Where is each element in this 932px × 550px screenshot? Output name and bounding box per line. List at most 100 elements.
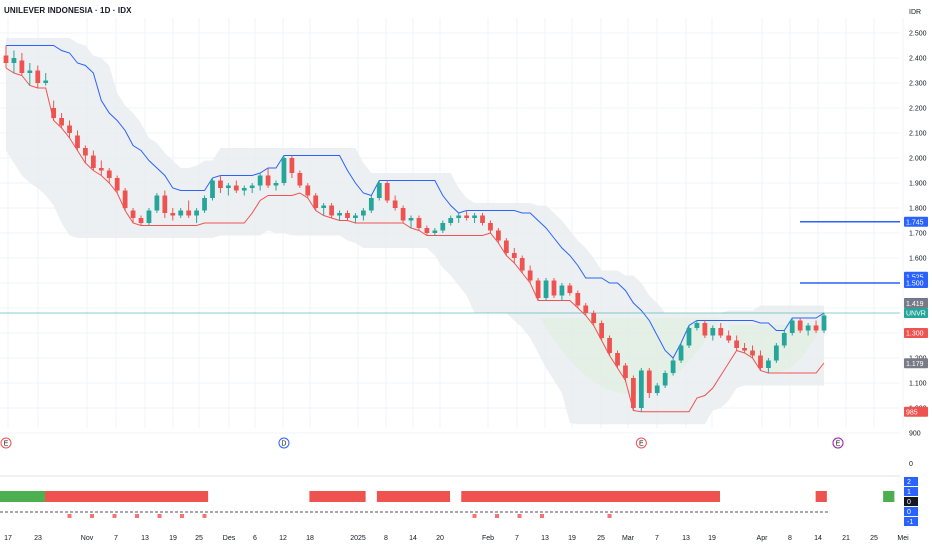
- candle-body[interactable]: [519, 258, 525, 271]
- candle-body[interactable]: [194, 210, 199, 216]
- candle-body[interactable]: [726, 335, 732, 341]
- candle-body[interactable]: [464, 215, 470, 219]
- candle-body[interactable]: [448, 218, 454, 223]
- candle-body[interactable]: [241, 188, 247, 191]
- candle-body[interactable]: [170, 213, 176, 216]
- candle-body[interactable]: [575, 293, 581, 306]
- candle-body[interactable]: [337, 213, 342, 216]
- candle-body[interactable]: [583, 305, 589, 314]
- candle-body[interactable]: [162, 195, 168, 214]
- candle-body[interactable]: [114, 178, 120, 191]
- candle-body[interactable]: [98, 168, 104, 171]
- candle-body[interactable]: [186, 210, 192, 216]
- candle-body[interactable]: [218, 180, 223, 189]
- candle-body[interactable]: [265, 175, 271, 186]
- candle-body[interactable]: [654, 385, 660, 394]
- candle-body[interactable]: [178, 210, 184, 216]
- candle-body[interactable]: [51, 108, 57, 118]
- candle-body[interactable]: [345, 213, 350, 218]
- candle-body[interactable]: [202, 198, 207, 211]
- candle-body[interactable]: [11, 58, 17, 63]
- candle-body[interactable]: [440, 223, 446, 231]
- candle-body[interactable]: [750, 350, 755, 356]
- candle-body[interactable]: [210, 180, 215, 199]
- candle-body[interactable]: [3, 55, 9, 64]
- candle-body[interactable]: [734, 340, 740, 349]
- candle-body[interactable]: [67, 125, 72, 134]
- candle-body[interactable]: [225, 185, 231, 189]
- candle-body[interactable]: [797, 320, 803, 331]
- candle-body[interactable]: [638, 370, 644, 409]
- candle-body[interactable]: [662, 373, 668, 386]
- candle-body[interactable]: [416, 218, 422, 228]
- candle-body[interactable]: [551, 280, 557, 296]
- event-marker[interactable]: [278, 437, 290, 449]
- candle-body[interactable]: [686, 328, 692, 346]
- event-marker[interactable]: [0, 437, 12, 449]
- candle-body[interactable]: [35, 70, 41, 84]
- candle-body[interactable]: [718, 328, 724, 336]
- candle-body[interactable]: [408, 218, 414, 221]
- candle-body[interactable]: [75, 135, 80, 149]
- candle-body[interactable]: [559, 285, 565, 296]
- candle-body[interactable]: [599, 323, 605, 338]
- candle-body[interactable]: [646, 370, 652, 394]
- candle-body[interactable]: [710, 328, 716, 336]
- candle-body[interactable]: [615, 353, 620, 366]
- candle-body[interactable]: [313, 195, 319, 209]
- candle-body[interactable]: [511, 253, 517, 258]
- candle-body[interactable]: [43, 80, 49, 84]
- candle-body[interactable]: [623, 365, 628, 379]
- candle-body[interactable]: [456, 215, 462, 219]
- candle-body[interactable]: [281, 158, 287, 183]
- candle-body[interactable]: [424, 228, 430, 233]
- event-marker[interactable]: [832, 437, 844, 449]
- candle-body[interactable]: [631, 378, 636, 408]
- candle-body[interactable]: [480, 215, 485, 224]
- candle-body[interactable]: [591, 313, 597, 323]
- candle-body[interactable]: [106, 170, 112, 179]
- candle-body[interactable]: [392, 200, 398, 209]
- candle-body[interactable]: [503, 240, 509, 254]
- candle-body[interactable]: [368, 198, 374, 211]
- candle-body[interactable]: [138, 218, 144, 223]
- candle-body[interactable]: [535, 280, 541, 299]
- candle-body[interactable]: [766, 360, 771, 369]
- candle-body[interactable]: [813, 325, 819, 331]
- candle-body[interactable]: [273, 183, 279, 186]
- candle-body[interactable]: [90, 155, 96, 169]
- candle-body[interactable]: [122, 190, 128, 209]
- candle-body[interactable]: [27, 70, 33, 74]
- candle-body[interactable]: [789, 320, 795, 334]
- candle-body[interactable]: [496, 230, 501, 241]
- candle-body[interactable]: [305, 185, 311, 196]
- candle-body[interactable]: [384, 183, 390, 201]
- candle-body[interactable]: [432, 230, 438, 234]
- candle-body[interactable]: [289, 158, 295, 173]
- candle-body[interactable]: [488, 223, 493, 231]
- candle-body[interactable]: [233, 185, 239, 191]
- candle-body[interactable]: [694, 323, 700, 328]
- candle-body[interactable]: [130, 210, 136, 219]
- candle-body[interactable]: [353, 215, 358, 219]
- candle-body[interactable]: [297, 173, 303, 186]
- event-marker[interactable]: [635, 437, 647, 449]
- candle-body[interactable]: [146, 210, 152, 224]
- candle-body[interactable]: [607, 338, 612, 353]
- candle-body[interactable]: [360, 210, 366, 216]
- candle-body[interactable]: [257, 175, 263, 186]
- candle-body[interactable]: [59, 118, 64, 126]
- candle-body[interactable]: [678, 345, 684, 361]
- candle-body[interactable]: [805, 325, 811, 331]
- candle-body[interactable]: [702, 323, 708, 336]
- candle-body[interactable]: [543, 280, 549, 299]
- candle-body[interactable]: [472, 215, 477, 219]
- candle-body[interactable]: [670, 360, 676, 374]
- candle-body[interactable]: [567, 285, 573, 294]
- candle-body[interactable]: [527, 270, 533, 281]
- candle-body[interactable]: [19, 60, 25, 74]
- candle-body[interactable]: [321, 205, 327, 209]
- candle-body[interactable]: [758, 355, 763, 369]
- candle-body[interactable]: [773, 345, 779, 361]
